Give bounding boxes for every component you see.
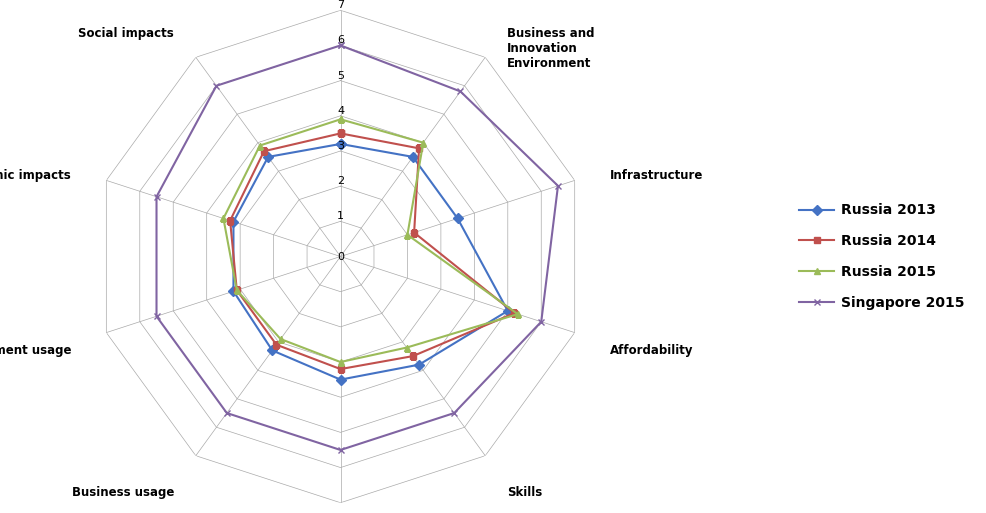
Text: 5: 5 [336,71,344,81]
Text: 6: 6 [336,35,344,46]
Text: Business usage: Business usage [72,486,174,499]
Text: Social impacts: Social impacts [78,27,174,41]
Text: 4: 4 [336,106,344,116]
Text: Government usage: Government usage [0,344,71,357]
Legend: Russia 2013, Russia 2014, Russia 2015, Singapore 2015: Russia 2013, Russia 2014, Russia 2015, S… [793,198,969,315]
Text: Skills: Skills [507,486,541,499]
Text: Economic impacts: Economic impacts [0,169,71,182]
Text: 3: 3 [336,141,344,151]
Text: Affordability: Affordability [609,344,692,357]
Text: 1: 1 [336,211,344,221]
Text: 7: 7 [336,1,344,10]
Text: Infrastructure: Infrastructure [609,169,702,182]
Text: 2: 2 [336,176,344,186]
Text: Business and
Innovation
Environment: Business and Innovation Environment [507,27,594,70]
Text: 0: 0 [336,251,344,262]
